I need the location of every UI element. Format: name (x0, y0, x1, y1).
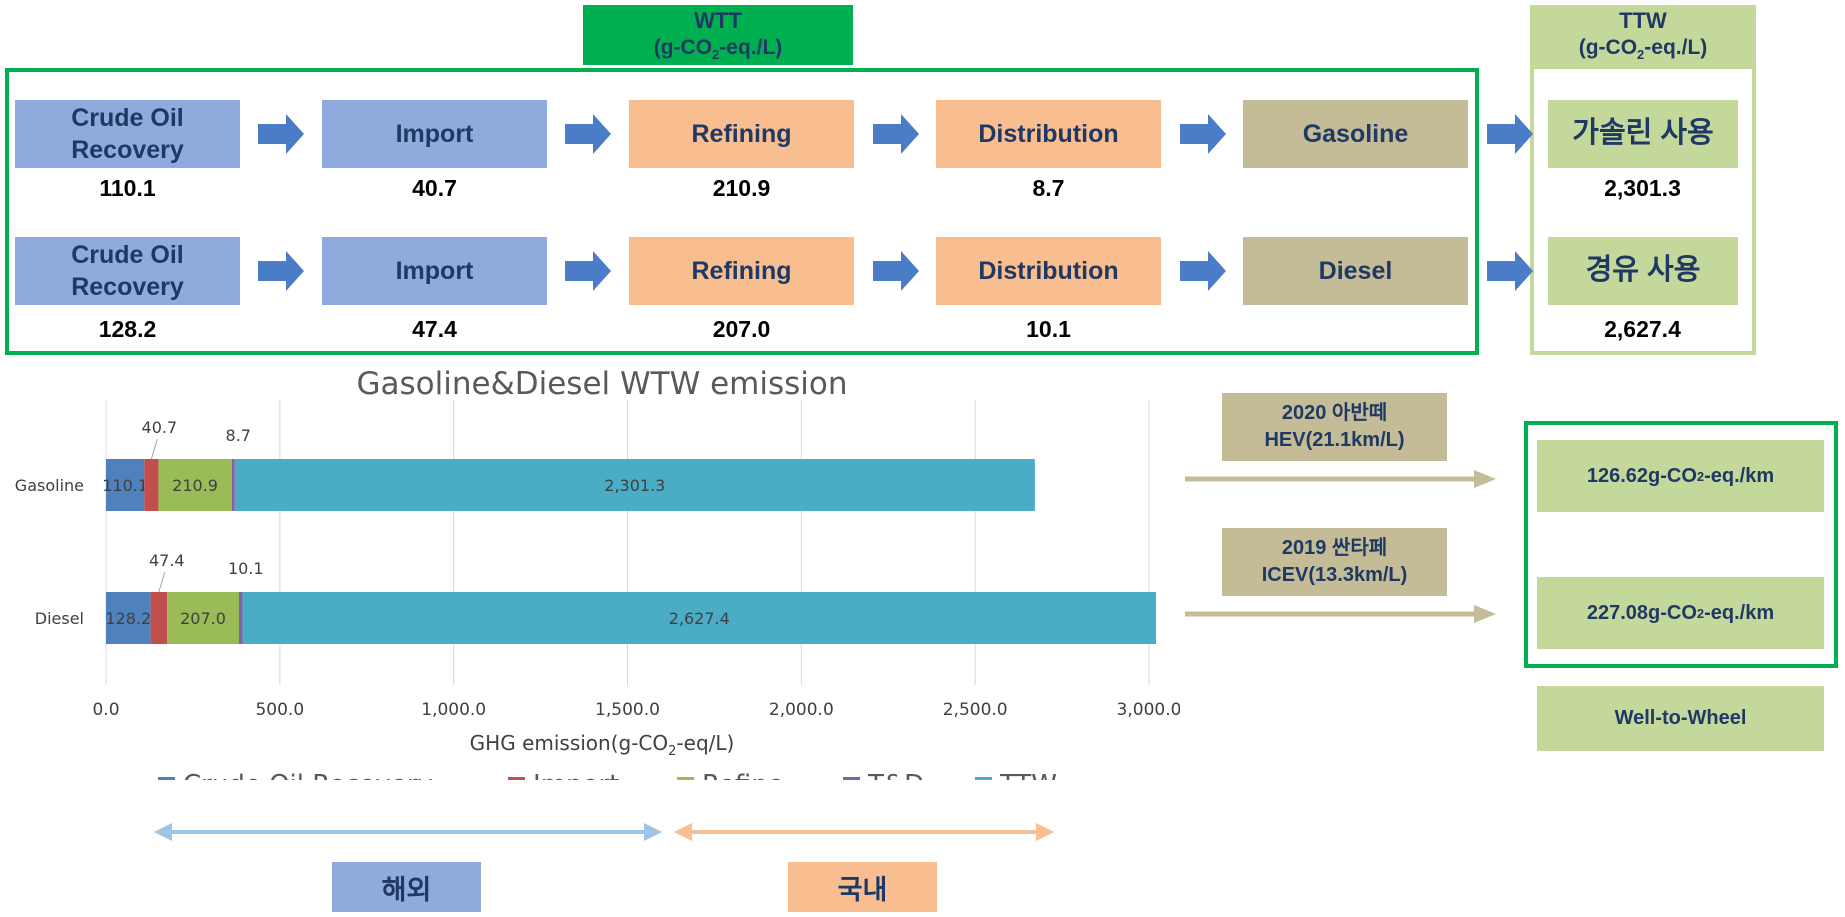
santafe-wtw-result: 227.08g-CO 2 -eq./km (1537, 577, 1824, 649)
leader-line (158, 571, 166, 593)
legend-label: T&D (867, 770, 924, 780)
scope-arrow-left-icon (674, 823, 692, 841)
vehicle-info-santafe: 2019 싼타페 ICEV(13.3km/L) (1222, 528, 1447, 596)
gasoline-distribution-box: Distribution (936, 100, 1161, 168)
diesel-import-value: 47.4 (412, 316, 457, 342)
result-arrow-icon (1474, 470, 1496, 488)
diesel-refining-box: Refining (629, 237, 854, 305)
gasoline-distribution-value: 8.7 (1032, 175, 1065, 201)
data-label: 128.2 (105, 609, 151, 628)
scope-arrow-left-icon (154, 823, 172, 841)
bar-segment (158, 459, 232, 511)
legend-label: Import (533, 770, 619, 780)
bar-segment (234, 459, 1035, 511)
legend-swatch (158, 777, 175, 780)
gasoline-fuel-box: Gasoline (1243, 100, 1468, 168)
flow-arrow-icon (873, 251, 919, 291)
ttw-title: TTW (1619, 8, 1667, 34)
flow-arrow-icon (565, 251, 611, 291)
diesel-import-box: Import (322, 237, 547, 305)
well-to-wheel-label: Well-to-Wheel (1537, 686, 1824, 751)
result-arrow-icon (1474, 605, 1496, 623)
bar-segment (231, 459, 235, 511)
flow-arrow-icon (1180, 114, 1226, 154)
flow-arrow-icon (258, 251, 304, 291)
diesel-distribution-box: Distribution (936, 237, 1161, 305)
ttw-frame (1530, 65, 1756, 355)
data-label: 210.9 (172, 476, 218, 495)
category-label: Gasoline (15, 476, 84, 495)
x-tick-label: 3,000.0 (1117, 700, 1180, 720)
avante-wtw-result: 126.62g-CO 2 -eq./km (1537, 440, 1824, 512)
flow-arrow-icon (565, 114, 611, 154)
legend-swatch (843, 777, 860, 780)
data-label: 8.7 (226, 426, 251, 445)
data-label: 47.4 (149, 551, 185, 570)
data-label: 40.7 (142, 418, 178, 437)
vehicle-info-avante: 2020 아반떼 HEV(21.1km/L) (1222, 393, 1447, 461)
x-tick-label: 0.0 (92, 700, 119, 720)
gasoline-use-box: 가솔린 사용 (1548, 100, 1738, 168)
bar-segment (106, 459, 145, 511)
legend-swatch (508, 777, 525, 780)
chart-title: Gasoline&Diesel WTW emission (356, 366, 847, 402)
data-label: 110.1 (102, 476, 148, 495)
wtt-title: WTT (694, 8, 742, 34)
x-tick-label: 1,000.0 (421, 700, 486, 720)
data-label: 2,301.3 (604, 476, 665, 495)
domestic-tag: 국내 (788, 862, 937, 912)
x-tick-label: 2,000.0 (769, 700, 834, 720)
gasoline-ttw-value: 2,301.3 (1604, 175, 1681, 201)
bar-segment (106, 592, 151, 644)
diesel-ttw-value: 2,627.4 (1604, 316, 1681, 342)
diesel-fuel-box: Diesel (1243, 237, 1468, 305)
data-label: 207.0 (180, 609, 226, 628)
bar-segment (144, 459, 159, 511)
x-tick-label: 1,500.0 (595, 700, 660, 720)
gasoline-import-box: Import (322, 100, 547, 168)
scope-arrow-right-icon (644, 823, 662, 841)
wtw-result-frame (1524, 421, 1838, 668)
bar-segment (167, 592, 240, 644)
bar-segment (150, 592, 168, 644)
bar-segment (239, 592, 243, 644)
legend-swatch (975, 777, 992, 780)
diesel-distribution-value: 10.1 (1026, 316, 1071, 342)
diesel-crude-value: 128.2 (98, 316, 157, 342)
gasoline-refining-box: Refining (629, 100, 854, 168)
overseas-tag: 해외 (332, 862, 481, 912)
legend-label: Refine (702, 770, 784, 780)
diesel-refining-value: 207.0 (712, 316, 771, 342)
x-axis-label: GHG emission(g-CO2-eq/L) (470, 731, 735, 759)
ttw-unit: (g-CO2-eq./L) (1578, 35, 1708, 62)
gasoline-crude-value: 110.1 (99, 175, 156, 201)
scope-arrow-right-icon (1036, 823, 1054, 841)
category-label: Diesel (35, 609, 84, 628)
wtw-emission-chart: Gasoline&Diesel WTW emission 0.0 500.0 1,00… (15, 366, 1180, 780)
data-label: 10.1 (228, 559, 264, 578)
gasoline-crude-oil-recovery-box: Crude Oil Recovery (15, 100, 240, 168)
flow-arrow-icon (258, 114, 304, 154)
legend-label: TTW (999, 770, 1057, 780)
diesel-crude-oil-recovery-box: Crude Oil Recovery (15, 237, 240, 305)
legend-label: Crude Oil Recovery (183, 770, 433, 780)
wtt-frame (5, 68, 1479, 355)
wtt-unit: (g-CO2-eq./L) (653, 35, 783, 62)
gasoline-import-value: 40.7 (412, 175, 457, 201)
flow-arrow-icon (1180, 251, 1226, 291)
data-label: 2,627.4 (669, 609, 730, 628)
leader-line (150, 438, 158, 460)
bar-segment (242, 592, 1156, 644)
flow-arrow-icon (1487, 251, 1533, 291)
flow-arrow-icon (873, 114, 919, 154)
wtt-header: WTT (g-CO2-eq./L) (583, 5, 853, 65)
ttw-header: TTW (g-CO2-eq./L) (1530, 5, 1756, 65)
flow-arrow-icon (1487, 114, 1533, 154)
diesel-use-box: 경유 사용 (1548, 237, 1738, 305)
x-tick-label: 2,500.0 (943, 700, 1008, 720)
gasoline-refining-value: 210.9 (712, 175, 771, 201)
legend-swatch (677, 777, 694, 780)
x-tick-label: 500.0 (255, 700, 304, 720)
